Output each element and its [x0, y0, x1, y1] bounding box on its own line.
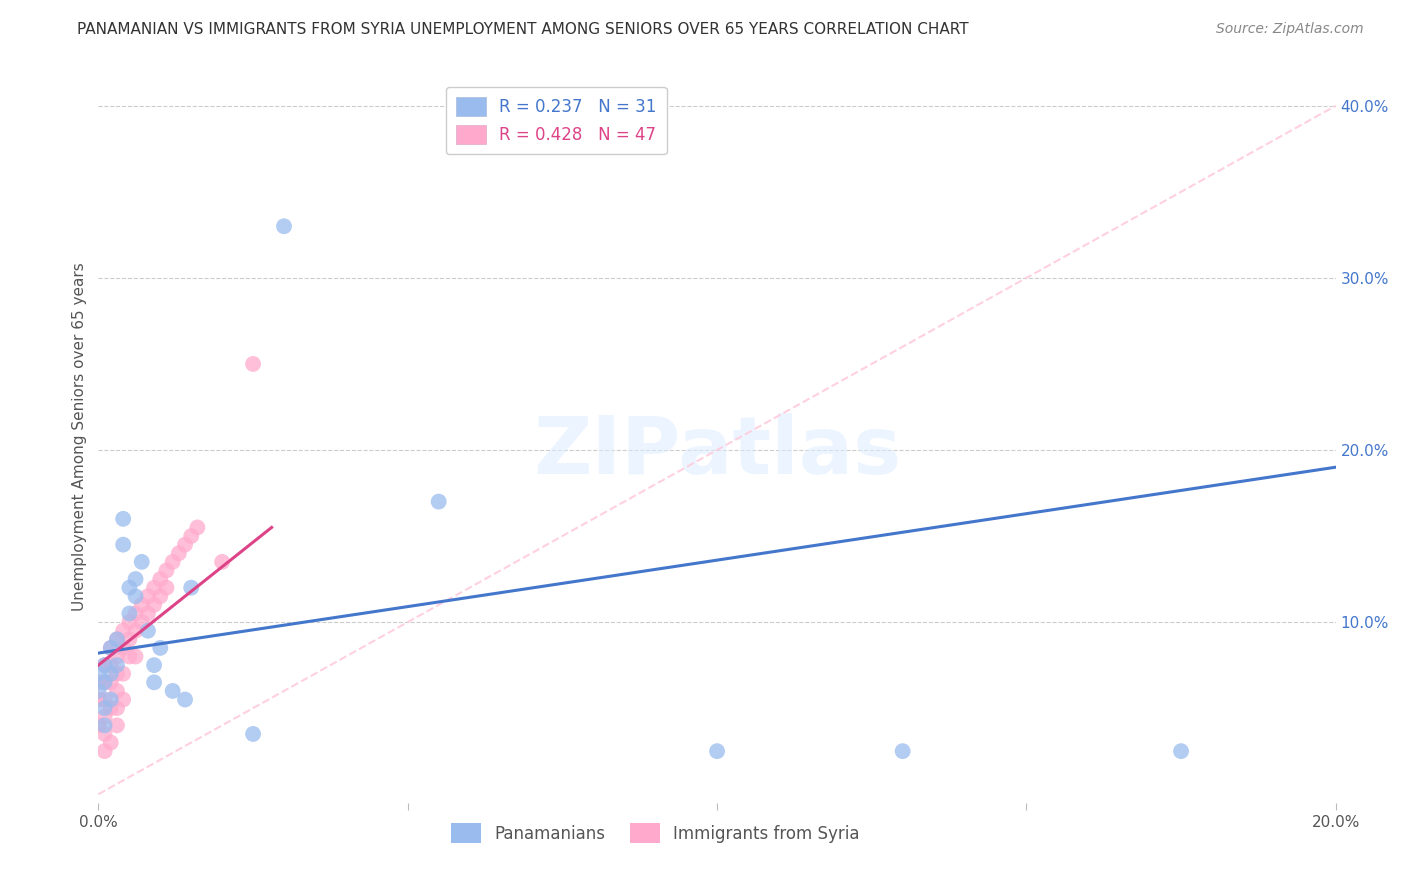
Point	[100, 658, 122, 673]
Point	[174, 538, 197, 552]
Point	[211, 555, 233, 569]
Point	[105, 701, 128, 715]
Point	[93, 727, 115, 741]
Point	[136, 607, 159, 621]
Point	[242, 727, 264, 741]
Point	[105, 649, 128, 664]
Point	[149, 572, 172, 586]
Point	[105, 658, 128, 673]
Point	[87, 666, 110, 681]
Point	[706, 744, 728, 758]
Point	[118, 581, 141, 595]
Point	[100, 666, 122, 681]
Point	[100, 640, 122, 655]
Point	[105, 718, 128, 732]
Point	[100, 701, 122, 715]
Point	[87, 684, 110, 698]
Point	[124, 607, 146, 621]
Point	[167, 546, 190, 560]
Legend: Panamanians, Immigrants from Syria: Panamanians, Immigrants from Syria	[444, 817, 866, 849]
Point	[155, 581, 177, 595]
Point	[87, 692, 110, 706]
Point	[112, 692, 135, 706]
Point	[118, 615, 141, 629]
Point	[186, 520, 208, 534]
Point	[136, 589, 159, 603]
Point	[100, 692, 122, 706]
Point	[87, 675, 110, 690]
Point	[174, 692, 197, 706]
Point	[124, 589, 146, 603]
Point	[131, 615, 153, 629]
Text: ZIPatlas: ZIPatlas	[533, 413, 901, 491]
Point	[1170, 744, 1192, 758]
Point	[105, 632, 128, 647]
Point	[162, 684, 184, 698]
Point	[112, 538, 135, 552]
Point	[131, 598, 153, 612]
Point	[131, 555, 153, 569]
Point	[162, 555, 184, 569]
Point	[112, 666, 135, 681]
Point	[100, 735, 122, 749]
Point	[149, 589, 172, 603]
Point	[143, 581, 166, 595]
Point	[136, 624, 159, 638]
Point	[118, 649, 141, 664]
Point	[143, 675, 166, 690]
Point	[118, 607, 141, 621]
Point	[105, 666, 128, 681]
Point	[105, 684, 128, 698]
Point	[118, 632, 141, 647]
Point	[143, 658, 166, 673]
Point	[180, 581, 202, 595]
Point	[93, 658, 115, 673]
Point	[155, 564, 177, 578]
Point	[112, 624, 135, 638]
Point	[427, 494, 450, 508]
Point	[93, 675, 115, 690]
Point	[149, 640, 172, 655]
Point	[93, 701, 115, 715]
Point	[93, 658, 115, 673]
Point	[105, 632, 128, 647]
Point	[124, 624, 146, 638]
Point	[93, 710, 115, 724]
Point	[93, 692, 115, 706]
Point	[87, 718, 110, 732]
Point	[143, 598, 166, 612]
Point	[180, 529, 202, 543]
Point	[124, 572, 146, 586]
Point	[100, 675, 122, 690]
Text: PANAMANIAN VS IMMIGRANTS FROM SYRIA UNEMPLOYMENT AMONG SENIORS OVER 65 YEARS COR: PANAMANIAN VS IMMIGRANTS FROM SYRIA UNEM…	[77, 22, 969, 37]
Point	[93, 718, 115, 732]
Point	[112, 512, 135, 526]
Point	[100, 640, 122, 655]
Point	[112, 640, 135, 655]
Text: Source: ZipAtlas.com: Source: ZipAtlas.com	[1216, 22, 1364, 37]
Point	[891, 744, 914, 758]
Point	[93, 675, 115, 690]
Y-axis label: Unemployment Among Seniors over 65 years: Unemployment Among Seniors over 65 years	[72, 263, 87, 611]
Point	[124, 649, 146, 664]
Point	[242, 357, 264, 371]
Point	[93, 744, 115, 758]
Point	[273, 219, 295, 234]
